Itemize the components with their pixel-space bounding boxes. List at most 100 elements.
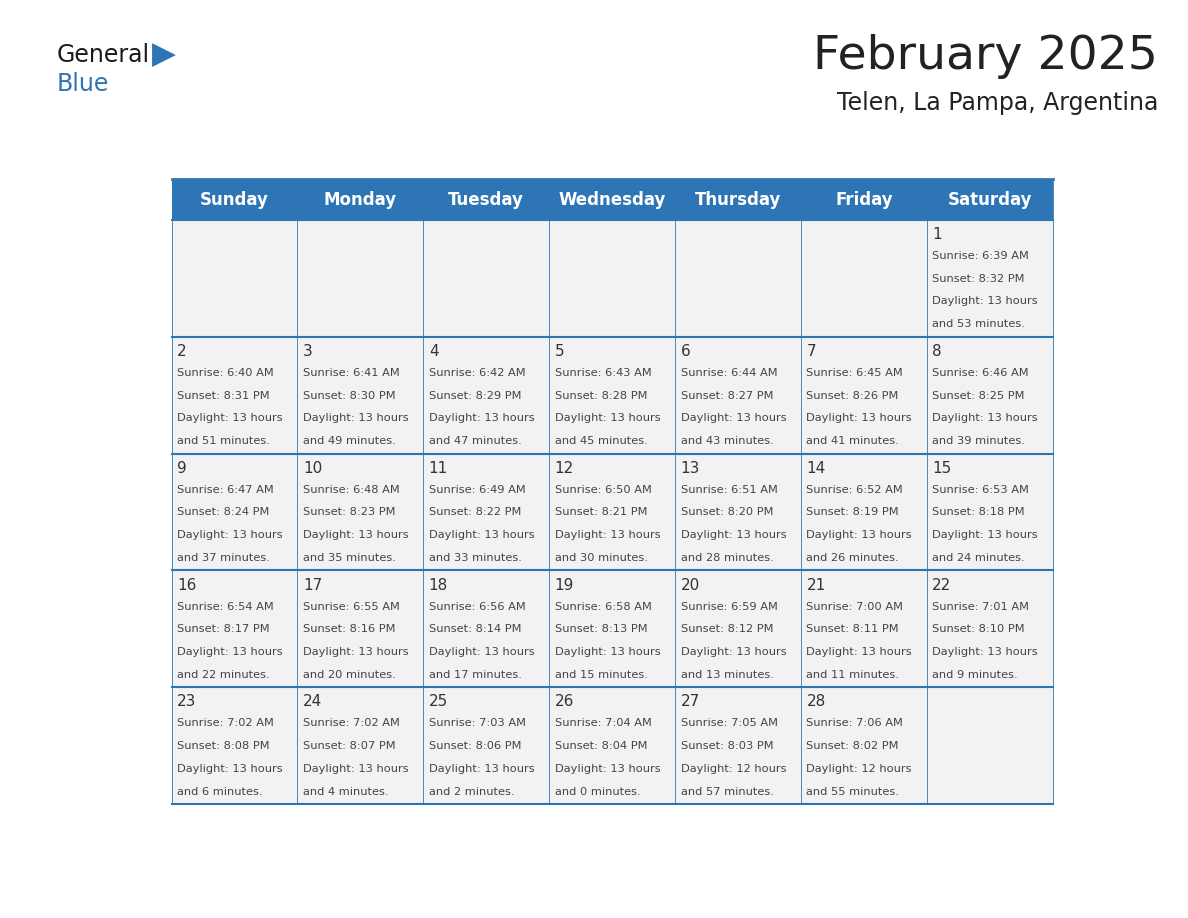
Text: 27: 27 [681,694,700,710]
Text: Sunrise: 6:52 AM: Sunrise: 6:52 AM [807,485,903,495]
Text: 15: 15 [933,461,952,476]
Bar [171,570,297,688]
Text: and 41 minutes.: and 41 minutes. [807,436,899,446]
Text: 4: 4 [429,343,438,359]
Bar [675,453,801,570]
Text: and 43 minutes.: and 43 minutes. [681,436,773,446]
Text: Sunrise: 6:44 AM: Sunrise: 6:44 AM [681,368,777,377]
Text: Sunrise: 7:06 AM: Sunrise: 7:06 AM [807,719,903,729]
Text: Daylight: 13 hours: Daylight: 13 hours [681,413,786,423]
Text: 19: 19 [555,577,574,592]
Text: Sunset: 8:26 PM: Sunset: 8:26 PM [807,390,899,400]
Text: Daylight: 13 hours: Daylight: 13 hours [933,297,1038,307]
Text: Daylight: 13 hours: Daylight: 13 hours [555,531,661,541]
Text: Sunset: 8:24 PM: Sunset: 8:24 PM [177,508,270,518]
Bar [171,337,297,453]
Text: February 2025: February 2025 [814,34,1158,80]
Text: 12: 12 [555,461,574,476]
Text: 17: 17 [303,577,322,592]
Text: and 2 minutes.: and 2 minutes. [429,787,514,797]
Bar [549,688,675,804]
Text: and 6 minutes.: and 6 minutes. [177,787,263,797]
Bar [549,219,675,337]
Bar [549,570,675,688]
Text: 24: 24 [303,694,322,710]
Bar [297,453,423,570]
Bar [423,219,549,337]
Text: 16: 16 [177,577,196,592]
Text: Sunrise: 6:49 AM: Sunrise: 6:49 AM [429,485,525,495]
Text: 8: 8 [933,343,942,359]
Text: and 35 minutes.: and 35 minutes. [303,553,396,563]
Bar [675,219,801,337]
Text: 10: 10 [303,461,322,476]
Text: Daylight: 13 hours: Daylight: 13 hours [429,531,535,541]
Text: Sunrise: 6:41 AM: Sunrise: 6:41 AM [303,368,399,377]
Bar [297,688,423,804]
Text: and 22 minutes.: and 22 minutes. [177,670,270,680]
Text: Sunrise: 7:02 AM: Sunrise: 7:02 AM [303,719,400,729]
Text: Daylight: 13 hours: Daylight: 13 hours [177,764,283,774]
Text: Daylight: 13 hours: Daylight: 13 hours [555,413,661,423]
Bar [549,337,675,453]
Text: Daylight: 13 hours: Daylight: 13 hours [933,413,1038,423]
Text: Daylight: 13 hours: Daylight: 13 hours [303,764,409,774]
Text: Daylight: 13 hours: Daylight: 13 hours [933,531,1038,541]
Text: Sunrise: 6:39 AM: Sunrise: 6:39 AM [933,251,1029,261]
Bar [297,570,423,688]
Text: Sunset: 8:23 PM: Sunset: 8:23 PM [303,508,396,518]
Text: Daylight: 13 hours: Daylight: 13 hours [429,764,535,774]
Text: Sunset: 8:11 PM: Sunset: 8:11 PM [807,624,899,634]
Text: Sunset: 8:21 PM: Sunset: 8:21 PM [555,508,647,518]
Text: Daylight: 13 hours: Daylight: 13 hours [177,413,283,423]
Bar [549,453,675,570]
Text: 14: 14 [807,461,826,476]
Text: Sunset: 8:22 PM: Sunset: 8:22 PM [429,508,522,518]
Text: Sunset: 8:20 PM: Sunset: 8:20 PM [681,508,773,518]
Text: 28: 28 [807,694,826,710]
Bar [801,453,927,570]
Text: Sunrise: 6:43 AM: Sunrise: 6:43 AM [555,368,651,377]
Text: and 51 minutes.: and 51 minutes. [177,436,270,446]
Text: and 37 minutes.: and 37 minutes. [177,553,270,563]
Text: and 24 minutes.: and 24 minutes. [933,553,1025,563]
Text: Sunset: 8:28 PM: Sunset: 8:28 PM [555,390,647,400]
Bar [927,337,1053,453]
Bar [675,337,801,453]
Text: Sunset: 8:32 PM: Sunset: 8:32 PM [933,274,1025,284]
Text: 18: 18 [429,577,448,592]
Bar [297,219,423,337]
Text: Sunrise: 6:45 AM: Sunrise: 6:45 AM [807,368,903,377]
Text: Sunset: 8:10 PM: Sunset: 8:10 PM [933,624,1025,634]
Text: and 0 minutes.: and 0 minutes. [555,787,640,797]
Bar [423,688,549,804]
Bar [423,453,549,570]
Text: Sunrise: 7:00 AM: Sunrise: 7:00 AM [807,601,903,611]
Text: 20: 20 [681,577,700,592]
Text: 1: 1 [933,227,942,241]
Bar [927,688,1053,804]
Text: Daylight: 13 hours: Daylight: 13 hours [807,647,912,657]
Text: Sunset: 8:16 PM: Sunset: 8:16 PM [303,624,396,634]
Text: 6: 6 [681,343,690,359]
Text: and 28 minutes.: and 28 minutes. [681,553,773,563]
Text: Daylight: 13 hours: Daylight: 13 hours [555,647,661,657]
Text: Sunrise: 6:51 AM: Sunrise: 6:51 AM [681,485,777,495]
Text: Sunrise: 6:47 AM: Sunrise: 6:47 AM [177,485,273,495]
Text: 22: 22 [933,577,952,592]
Bar [423,337,549,453]
Text: and 4 minutes.: and 4 minutes. [303,787,388,797]
Text: Daylight: 13 hours: Daylight: 13 hours [177,647,283,657]
Text: Sunrise: 6:48 AM: Sunrise: 6:48 AM [303,485,399,495]
Text: Daylight: 13 hours: Daylight: 13 hours [429,413,535,423]
Text: Sunrise: 7:04 AM: Sunrise: 7:04 AM [555,719,651,729]
Text: 26: 26 [555,694,574,710]
Text: and 20 minutes.: and 20 minutes. [303,670,396,680]
Text: Sunrise: 6:53 AM: Sunrise: 6:53 AM [933,485,1029,495]
Text: Sunset: 8:02 PM: Sunset: 8:02 PM [807,741,899,751]
Text: 9: 9 [177,461,187,476]
Text: and 39 minutes.: and 39 minutes. [933,436,1025,446]
Text: and 11 minutes.: and 11 minutes. [807,670,899,680]
Text: Sunset: 8:27 PM: Sunset: 8:27 PM [681,390,773,400]
Text: Telen, La Pampa, Argentina: Telen, La Pampa, Argentina [836,91,1158,115]
